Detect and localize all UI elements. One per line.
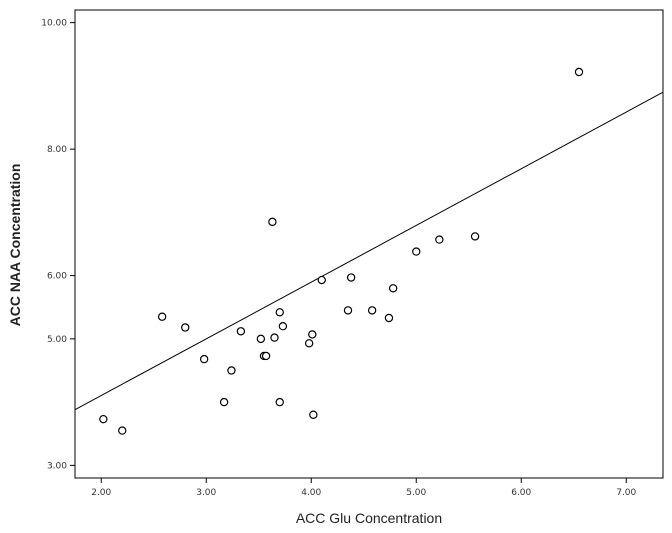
data-point	[470, 232, 480, 241]
x-tick-label: 4.00	[301, 488, 321, 498]
data-point	[308, 330, 317, 339]
y-tick-label: 5.00	[47, 335, 67, 345]
x-axis-ticks: 2.00 3.00 4.00 5.00 6.00 7.00	[91, 478, 637, 498]
data-point	[367, 306, 377, 315]
x-tick-label: 7.00	[616, 488, 636, 498]
x-tick-label: 5.00	[406, 488, 426, 498]
data-point	[118, 426, 127, 435]
x-tick-label: 6.00	[511, 488, 531, 498]
data-point	[574, 67, 584, 77]
data-point	[317, 275, 326, 285]
data-point	[275, 308, 284, 317]
data-point	[343, 306, 353, 315]
data-point	[278, 322, 288, 331]
data-point	[268, 217, 277, 227]
data-point	[181, 323, 190, 332]
y-tick-label: 8.00	[47, 145, 67, 155]
data-point	[157, 312, 167, 321]
y-tick-label: 3.00	[47, 461, 67, 471]
data-points	[99, 67, 584, 435]
data-point	[346, 273, 356, 282]
data-point	[261, 351, 271, 361]
data-point	[256, 334, 266, 344]
data-point	[227, 366, 236, 375]
fit-line	[74, 91, 664, 411]
x-axis-title: ACC Glu Concentration	[296, 510, 442, 526]
x-tick-label: 3.00	[196, 488, 216, 498]
data-point	[99, 414, 108, 424]
data-point	[388, 284, 398, 293]
plot-area	[74, 9, 664, 479]
data-point	[309, 410, 318, 419]
data-point	[412, 247, 421, 256]
y-tick-label: 6.00	[47, 272, 67, 282]
data-point	[304, 339, 314, 348]
y-axis-ticks: 3.00 5.00 6.00 8.00 10.00	[41, 19, 75, 471]
x-tick-label: 2.00	[91, 488, 111, 498]
y-tick-label: 10.00	[41, 19, 67, 29]
data-point	[219, 397, 229, 407]
data-point	[435, 235, 444, 244]
plot-frame	[74, 9, 664, 479]
data-point	[384, 313, 394, 323]
data-point	[270, 333, 279, 342]
data-point	[275, 397, 284, 407]
y-axis-title: ACC NAA Concentration	[7, 164, 23, 327]
data-point	[199, 354, 209, 364]
data-point	[236, 327, 246, 336]
